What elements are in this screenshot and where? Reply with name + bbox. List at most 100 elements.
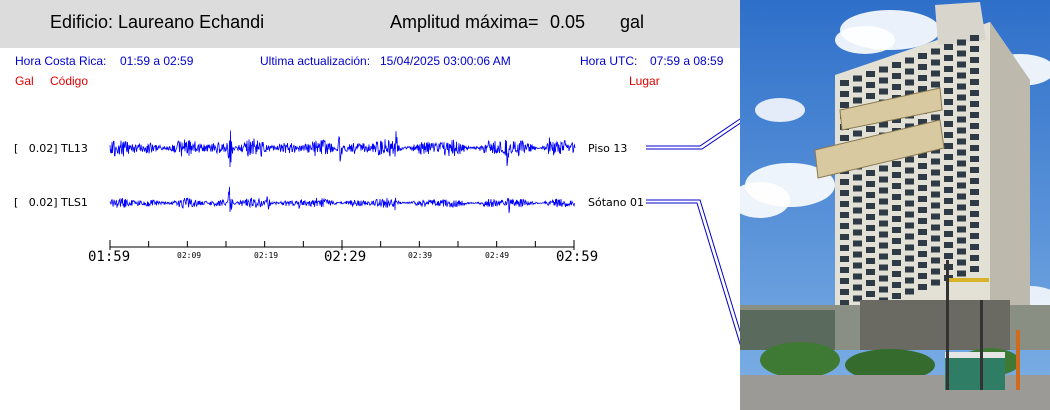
window-pane xyxy=(892,117,901,123)
window-pane xyxy=(957,270,966,277)
window-pane xyxy=(957,237,966,244)
window-pane xyxy=(853,207,862,214)
window-pane xyxy=(892,216,901,222)
window-pane xyxy=(931,224,940,231)
window-pane xyxy=(957,248,966,255)
window-pane xyxy=(931,279,940,286)
window-pane xyxy=(866,225,875,231)
window-pane xyxy=(944,220,953,226)
column-gal: Gal xyxy=(15,74,34,88)
window-pane xyxy=(879,77,888,84)
window-pane xyxy=(905,200,914,207)
window-pane xyxy=(931,246,940,253)
window-pane xyxy=(957,61,966,68)
window-pane xyxy=(840,91,849,97)
window-pane xyxy=(957,72,966,79)
window-pane xyxy=(905,167,914,174)
window-pane xyxy=(892,62,901,68)
window-pane xyxy=(892,172,901,178)
window-pane xyxy=(944,231,953,237)
window-pane xyxy=(944,209,953,215)
window-pane xyxy=(879,231,888,238)
window-pane xyxy=(957,204,966,211)
window-pane xyxy=(840,179,849,185)
building-photo xyxy=(740,0,1050,410)
window-pane xyxy=(918,174,927,180)
window-pane xyxy=(879,275,888,282)
window-pane xyxy=(879,187,888,194)
window-pane xyxy=(866,126,875,132)
window-pane xyxy=(944,110,953,116)
connector-piso13 xyxy=(646,118,740,147)
window-pane xyxy=(957,226,966,233)
window-pane xyxy=(866,203,875,209)
window-pane xyxy=(892,271,901,277)
connector-sotano01-shadow xyxy=(646,202,740,346)
window-pane xyxy=(944,77,953,83)
window-pane xyxy=(970,211,979,217)
window-pane xyxy=(866,280,875,286)
window-pane xyxy=(840,201,849,207)
window-pane xyxy=(970,189,979,195)
window-pane xyxy=(957,39,966,46)
window-pane xyxy=(853,284,862,291)
column-place: Lugar xyxy=(629,74,660,88)
window-pane xyxy=(918,152,927,158)
window-pane xyxy=(944,165,953,171)
window-pane xyxy=(879,253,888,260)
header-bar: Edificio: Laureano Echandi Amplitud máxi… xyxy=(0,0,740,48)
window-pane xyxy=(918,75,927,81)
window-pane xyxy=(866,214,875,220)
window-pane xyxy=(840,300,849,306)
window-pane xyxy=(944,44,953,50)
window-pane xyxy=(866,71,875,77)
window-pane xyxy=(931,169,940,176)
window-pane xyxy=(892,227,901,233)
window-pane xyxy=(944,242,953,248)
window-pane xyxy=(931,235,940,242)
window-pane xyxy=(853,97,862,104)
window-pane xyxy=(840,267,849,273)
window-pane xyxy=(918,64,927,70)
window-pane xyxy=(944,143,953,149)
window-pane xyxy=(931,158,940,165)
window-pane xyxy=(905,244,914,251)
window-pane xyxy=(944,121,953,127)
window-pane xyxy=(957,149,966,156)
window-pane xyxy=(970,178,979,184)
window-pane xyxy=(905,68,914,75)
window-pane xyxy=(853,229,862,236)
window-pane xyxy=(866,192,875,198)
window-pane xyxy=(957,171,966,178)
window-pane xyxy=(970,112,979,118)
window-pane xyxy=(866,247,875,253)
window-pane xyxy=(892,249,901,255)
window-pane xyxy=(905,266,914,273)
window-pane xyxy=(970,233,979,239)
window-pane xyxy=(879,176,888,183)
window-pane xyxy=(944,198,953,204)
window-pane xyxy=(944,176,953,182)
window-pane xyxy=(892,238,901,244)
window-pane xyxy=(840,80,849,86)
window-pane xyxy=(944,88,953,94)
window-pane xyxy=(866,170,875,176)
tick-label-minor: 02:49 xyxy=(485,251,510,260)
window-pane xyxy=(970,266,979,272)
window-pane xyxy=(918,207,927,213)
window-pane xyxy=(931,213,940,220)
window-pane xyxy=(957,83,966,90)
window-pane xyxy=(905,233,914,240)
window-pane xyxy=(866,269,875,275)
tick-label-minor: 02:39 xyxy=(408,251,433,260)
window-pane xyxy=(957,116,966,123)
window-pane xyxy=(931,191,940,198)
window-pane xyxy=(944,132,953,138)
window-pane xyxy=(879,121,888,128)
window-pane xyxy=(931,180,940,187)
window-pane xyxy=(879,242,888,249)
seismogram-plot xyxy=(109,118,740,346)
window-pane xyxy=(853,174,862,181)
window-pane xyxy=(879,220,888,227)
window-pane xyxy=(866,291,875,297)
